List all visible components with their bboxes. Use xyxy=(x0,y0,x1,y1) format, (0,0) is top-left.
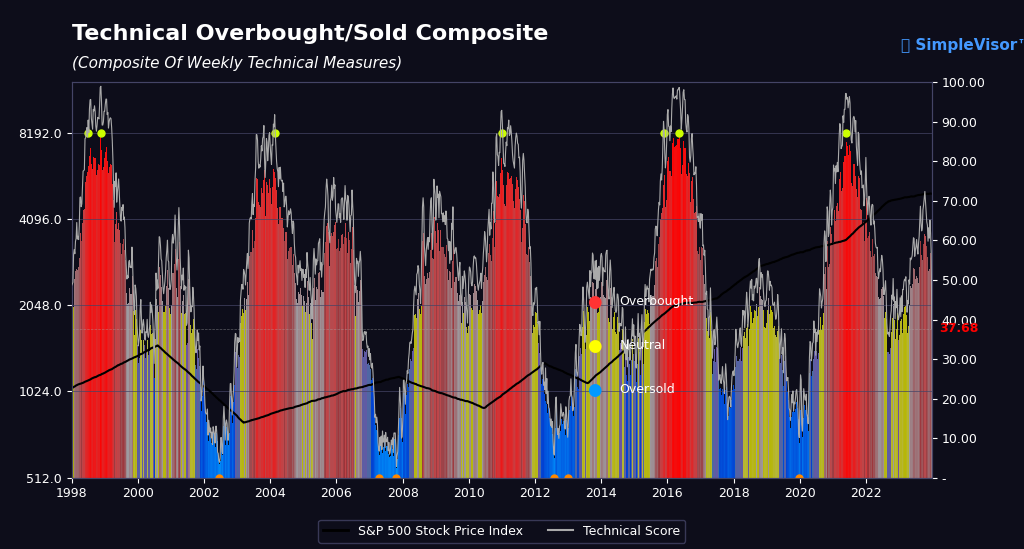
Text: ●: ● xyxy=(587,293,601,311)
Text: Oversold: Oversold xyxy=(620,383,675,396)
Text: (Composite Of Weekly Technical Measures): (Composite Of Weekly Technical Measures) xyxy=(72,57,402,71)
Text: ●: ● xyxy=(587,381,601,399)
Text: Technical Overbought/Sold Composite: Technical Overbought/Sold Composite xyxy=(72,24,548,44)
Text: Overbought: Overbought xyxy=(620,295,694,309)
Text: Neutral: Neutral xyxy=(620,339,666,352)
Text: 🔵 SimpleVisor™: 🔵 SimpleVisor™ xyxy=(901,38,1024,53)
Text: ●: ● xyxy=(587,337,601,355)
Legend: S&P 500 Stock Price Index, Technical Score: S&P 500 Stock Price Index, Technical Sco… xyxy=(318,519,685,542)
Text: 37.68: 37.68 xyxy=(939,322,978,335)
